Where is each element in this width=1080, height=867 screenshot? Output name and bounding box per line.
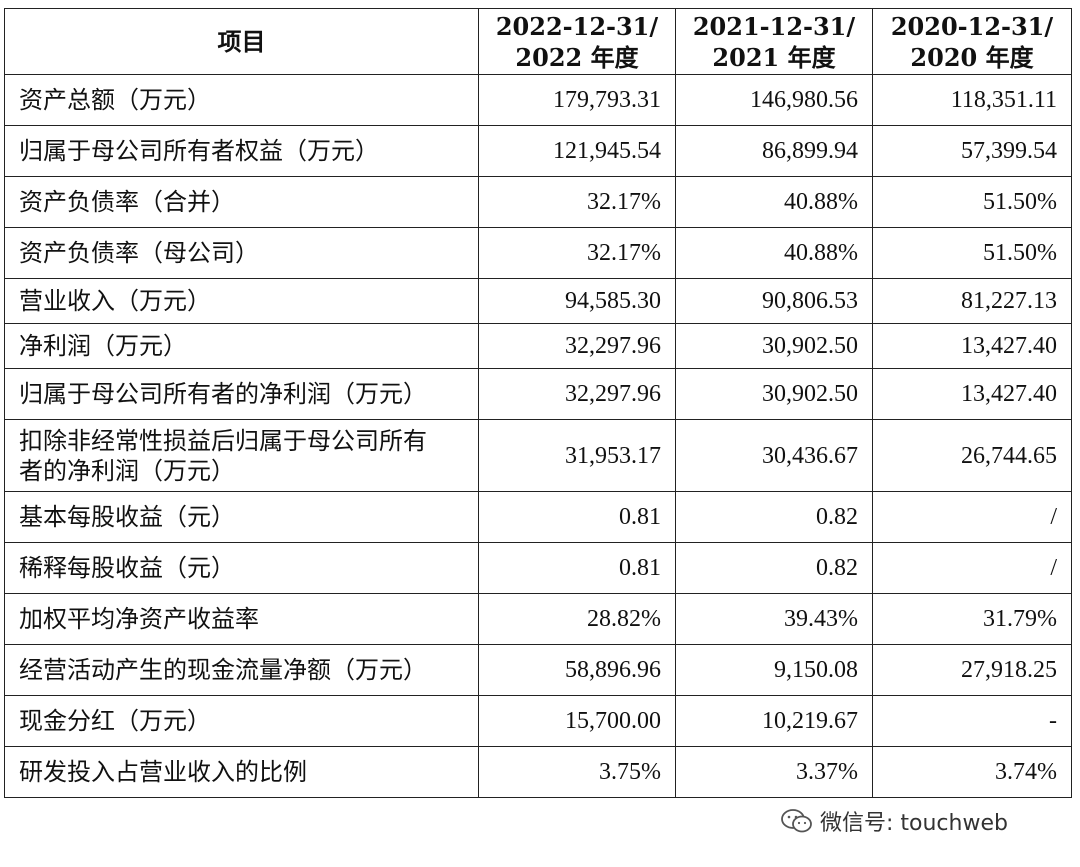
value-2021: 0.82 [675, 491, 873, 543]
value-2020: 51.50% [872, 176, 1072, 228]
value-2022: 121,945.54 [478, 125, 676, 177]
value-2021: 40.88% [675, 227, 873, 279]
row-label-line-2: 者的净利润（万元） [19, 456, 235, 485]
header-2020-year: 2020 年度 [910, 42, 1034, 72]
header-row: 项目 2022-12-31/ 2022 年度 2021-12-31/ 2021 … [4, 8, 1072, 75]
table-row: 扣除非经常性损益后归属于母公司所有 者的净利润（万元） 31,953.17 30… [4, 419, 1072, 492]
watermark-text: 微信号: touchweb [820, 811, 1008, 836]
value-2022: 28.82% [478, 593, 676, 645]
value-2022: 3.75% [478, 746, 676, 798]
row-label: 现金分红（万元） [4, 695, 479, 747]
header-2021: 2021-12-31/ 2021 年度 [675, 8, 873, 75]
header-2021-year: 2021 年度 [712, 42, 836, 72]
value-2022: 0.81 [478, 491, 676, 543]
value-2022: 179,793.31 [478, 74, 676, 126]
table-row: 归属于母公司所有者的净利润（万元） 32,297.96 30,902.50 13… [4, 368, 1072, 420]
row-label: 经营活动产生的现金流量净额（万元） [4, 644, 479, 696]
row-label: 扣除非经常性损益后归属于母公司所有 者的净利润（万元） [4, 419, 479, 492]
table-row: 净利润（万元） 32,297.96 30,902.50 13,427.40 [4, 323, 1072, 369]
value-2021: 30,902.50 [675, 368, 873, 420]
wechat-icon [781, 809, 812, 833]
table-row: 资产总额（万元） 179,793.31 146,980.56 118,351.1… [4, 74, 1072, 126]
value-2021: 0.82 [675, 542, 873, 594]
row-label: 归属于母公司所有者的净利润（万元） [4, 368, 479, 420]
table-row: 加权平均净资产收益率 28.82% 39.43% 31.79% [4, 593, 1072, 645]
header-2022-year: 2022 年度 [515, 42, 639, 72]
value-2022: 32,297.96 [478, 323, 676, 369]
value-2021: 146,980.56 [675, 74, 873, 126]
row-label: 资产负债率（母公司） [4, 227, 479, 279]
value-2020: - [872, 695, 1072, 747]
value-2021: 39.43% [675, 593, 873, 645]
value-2021: 40.88% [675, 176, 873, 228]
row-label: 净利润（万元） [4, 323, 479, 369]
table-row: 营业收入（万元） 94,585.30 90,806.53 81,227.13 [4, 278, 1072, 324]
row-label: 研发投入占营业收入的比例 [4, 746, 479, 798]
wechat-watermark: 微信号: touchweb [780, 806, 1008, 836]
value-2022: 94,585.30 [478, 278, 676, 324]
row-label: 归属于母公司所有者权益（万元） [4, 125, 479, 177]
header-2021-date: 2021-12-31/ [692, 11, 856, 41]
value-2022: 32.17% [478, 227, 676, 279]
table-row: 经营活动产生的现金流量净额（万元） 58,896.96 9,150.08 27,… [4, 644, 1072, 696]
row-label-line-1: 扣除非经常性损益后归属于母公司所有 [19, 426, 427, 455]
value-2020: 81,227.13 [872, 278, 1072, 324]
value-2020: 13,427.40 [872, 368, 1072, 420]
header-2020-date: 2020-12-31/ [890, 11, 1054, 41]
value-2021: 30,436.67 [675, 419, 873, 492]
value-2020: / [872, 491, 1072, 543]
header-2022-date: 2022-12-31/ [495, 11, 659, 41]
value-2020: 51.50% [872, 227, 1072, 279]
value-2021: 3.37% [675, 746, 873, 798]
table-row: 归属于母公司所有者权益（万元） 121,945.54 86,899.94 57,… [4, 125, 1072, 177]
value-2022: 32.17% [478, 176, 676, 228]
header-item: 项目 [4, 8, 479, 75]
value-2020: 26,744.65 [872, 419, 1072, 492]
row-label: 资产负债率（合并） [4, 176, 479, 228]
value-2020: 118,351.11 [872, 74, 1072, 126]
table-row: 研发投入占营业收入的比例 3.75% 3.37% 3.74% [4, 746, 1072, 798]
table-row: 稀释每股收益（元） 0.81 0.82 / [4, 542, 1072, 594]
row-label: 稀释每股收益（元） [4, 542, 479, 594]
table-row: 现金分红（万元） 15,700.00 10,219.67 - [4, 695, 1072, 747]
value-2020: 3.74% [872, 746, 1072, 798]
value-2021: 90,806.53 [675, 278, 873, 324]
header-2020: 2020-12-31/ 2020 年度 [872, 8, 1072, 75]
row-label: 基本每股收益（元） [4, 491, 479, 543]
value-2020: / [872, 542, 1072, 594]
value-2021: 9,150.08 [675, 644, 873, 696]
value-2020: 31.79% [872, 593, 1072, 645]
row-label: 资产总额（万元） [4, 74, 479, 126]
value-2021: 86,899.94 [675, 125, 873, 177]
value-2022: 32,297.96 [478, 368, 676, 420]
value-2020: 57,399.54 [872, 125, 1072, 177]
table-row: 资产负债率（合并） 32.17% 40.88% 51.50% [4, 176, 1072, 228]
value-2022: 31,953.17 [478, 419, 676, 492]
row-label: 加权平均净资产收益率 [4, 593, 479, 645]
table-row: 资产负债率（母公司） 32.17% 40.88% 51.50% [4, 227, 1072, 279]
value-2021: 10,219.67 [675, 695, 873, 747]
header-2022: 2022-12-31/ 2022 年度 [478, 8, 676, 75]
value-2022: 58,896.96 [478, 644, 676, 696]
value-2022: 15,700.00 [478, 695, 676, 747]
value-2020: 13,427.40 [872, 323, 1072, 369]
value-2021: 30,902.50 [675, 323, 873, 369]
value-2020: 27,918.25 [872, 644, 1072, 696]
row-label: 营业收入（万元） [4, 278, 479, 324]
financial-table: 项目 2022-12-31/ 2022 年度 2021-12-31/ 2021 … [4, 8, 1072, 798]
table-row: 基本每股收益（元） 0.81 0.82 / [4, 491, 1072, 543]
value-2022: 0.81 [478, 542, 676, 594]
